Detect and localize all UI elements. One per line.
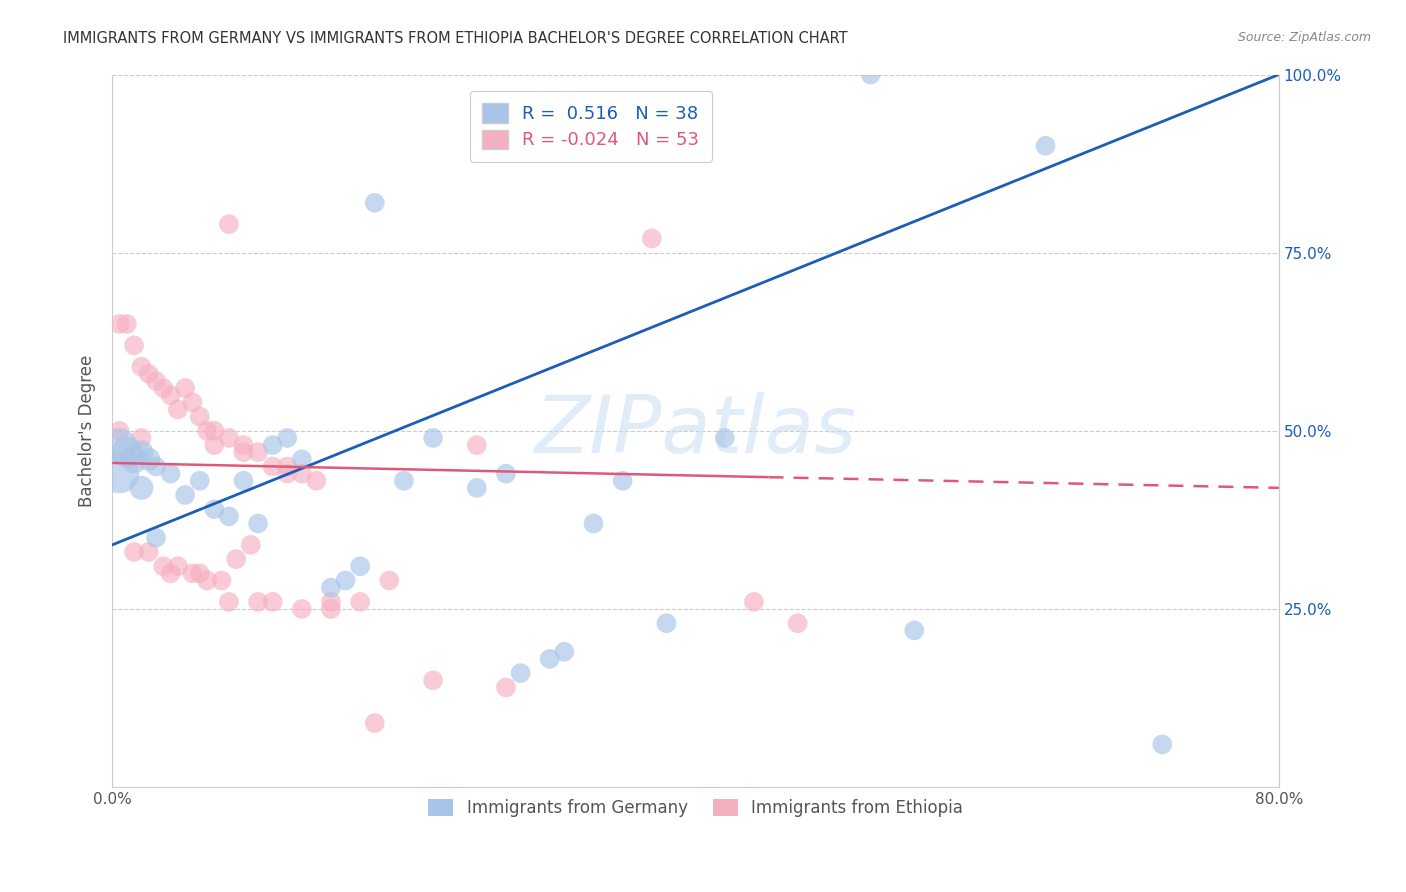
Point (145, 374, 167, 388)
Text: IMMIGRANTS FROM GERMANY VS IMMIGRANTS FROM ETHIOPIA BACHELOR'S DEGREE CORRELATIO: IMMIGRANTS FROM GERMANY VS IMMIGRANTS FR… (63, 31, 848, 46)
Point (131, 481, 153, 495)
Point (291, 602, 314, 616)
Point (167, 402, 190, 417)
Point (167, 559, 190, 574)
Point (1152, 738, 1174, 752)
Point (138, 545, 160, 559)
Point (239, 538, 262, 552)
Point (181, 566, 204, 581)
Point (138, 452, 160, 467)
Point (495, 467, 517, 481)
Point (195, 574, 218, 588)
Point (218, 509, 240, 524)
Point (138, 367, 160, 381)
Point (495, 681, 517, 695)
Point (145, 459, 167, 474)
Point (319, 581, 342, 595)
Point (364, 716, 387, 731)
Point (218, 217, 240, 231)
Point (108, 467, 131, 481)
Point (232, 438, 254, 452)
Point (422, 673, 444, 688)
Point (218, 595, 240, 609)
Point (181, 395, 204, 409)
Point (305, 474, 328, 488)
Point (188, 566, 211, 581)
Point (378, 574, 401, 588)
Point (232, 474, 254, 488)
Point (115, 445, 138, 459)
Point (276, 467, 298, 481)
Text: Source: ZipAtlas.com: Source: ZipAtlas.com (1237, 31, 1371, 45)
Point (108, 317, 131, 331)
Point (786, 616, 808, 631)
Point (742, 595, 765, 609)
Point (465, 438, 488, 452)
Point (276, 459, 298, 474)
Point (115, 317, 138, 331)
Point (641, 231, 664, 245)
Point (392, 474, 415, 488)
Point (1035, 138, 1057, 153)
Point (211, 574, 233, 588)
Point (276, 431, 298, 445)
Point (655, 616, 678, 631)
Point (108, 424, 131, 438)
Point (247, 595, 270, 609)
Point (262, 459, 284, 474)
Point (349, 595, 371, 609)
Point (122, 338, 145, 352)
Point (174, 488, 197, 502)
Point (247, 516, 270, 531)
Point (713, 431, 735, 445)
Point (859, 68, 882, 82)
Legend: Immigrants from Germany, Immigrants from Ethiopia: Immigrants from Germany, Immigrants from… (420, 790, 972, 825)
Point (582, 516, 605, 531)
Point (465, 481, 488, 495)
Point (108, 438, 131, 452)
Point (612, 474, 634, 488)
Point (538, 652, 561, 666)
Point (122, 545, 145, 559)
Point (122, 452, 145, 467)
Point (202, 438, 225, 452)
Point (131, 359, 153, 374)
Text: ZIPatlas: ZIPatlas (534, 392, 856, 470)
Point (509, 666, 531, 681)
Point (174, 381, 197, 395)
Point (262, 595, 284, 609)
Point (335, 574, 357, 588)
Point (159, 566, 181, 581)
Point (152, 559, 174, 574)
Point (202, 424, 225, 438)
Point (159, 467, 181, 481)
Point (364, 195, 387, 210)
Point (195, 424, 218, 438)
Point (131, 431, 153, 445)
Point (903, 624, 925, 638)
Point (349, 559, 371, 574)
Point (225, 552, 247, 566)
Point (232, 445, 254, 459)
Point (291, 452, 314, 467)
Point (131, 445, 153, 459)
Point (188, 474, 211, 488)
Point (262, 438, 284, 452)
Point (291, 467, 314, 481)
Point (422, 431, 444, 445)
Point (152, 381, 174, 395)
Point (319, 602, 342, 616)
Point (553, 645, 575, 659)
Point (218, 431, 240, 445)
Point (247, 445, 270, 459)
Point (145, 531, 167, 545)
Point (319, 595, 342, 609)
Point (188, 409, 211, 424)
Point (159, 388, 181, 402)
Point (202, 502, 225, 516)
Y-axis label: Bachelor's Degree: Bachelor's Degree (79, 355, 96, 507)
